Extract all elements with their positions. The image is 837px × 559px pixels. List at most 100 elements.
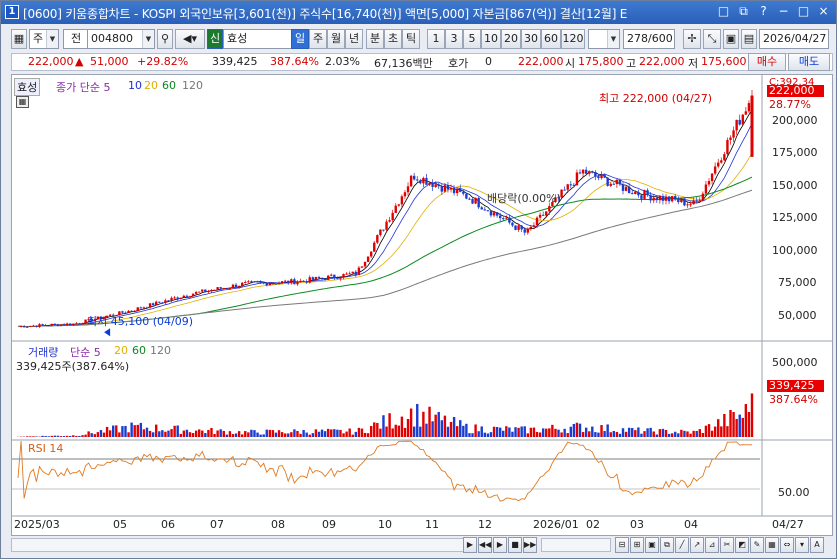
stock-name[interactable]: 효성: [223, 29, 297, 49]
fit-icon[interactable]: ▣: [645, 537, 659, 553]
candle-body: [425, 177, 428, 185]
grid-toggle-icon[interactable]: ▦: [16, 96, 29, 108]
zoom-in-icon[interactable]: ⊞: [630, 537, 644, 553]
volume-bar: [379, 428, 382, 437]
minute-5[interactable]: 5: [463, 29, 481, 49]
period-day[interactable]: 일: [291, 29, 309, 49]
candle-body: [511, 222, 514, 226]
volume-bar: [637, 427, 640, 437]
erase-icon[interactable]: ◩: [735, 537, 749, 553]
minute-30[interactable]: 30: [521, 29, 541, 49]
save-icon[interactable]: ▣: [723, 29, 739, 49]
copy-icon[interactable]: ⧉: [660, 537, 674, 553]
line-icon[interactable]: ╱: [675, 537, 689, 553]
trend-icon[interactable]: ⤡: [703, 29, 721, 49]
candle-body: [274, 283, 278, 285]
minute-3[interactable]: 3: [445, 29, 463, 49]
date-input[interactable]: 2026/04/27: [759, 29, 829, 49]
candle-body: [492, 212, 496, 216]
minute-20[interactable]: 20: [501, 29, 521, 49]
down-icon[interactable]: ▾: [795, 537, 809, 553]
minute-60[interactable]: 60: [541, 29, 561, 49]
minute-1[interactable]: 1: [427, 29, 445, 49]
stop-icon[interactable]: ■: [508, 537, 522, 553]
cut-icon[interactable]: ✂: [720, 537, 734, 553]
measure-icon[interactable]: ⊿: [705, 537, 719, 553]
candle-body: [342, 274, 345, 278]
magnifier-icon[interactable]: ⚲: [157, 29, 173, 49]
title-bar[interactable]: 1 [0600] 키움종합차트 - KOSPI 외국인보유[3,601(천)] …: [1, 1, 836, 24]
volume-bar: [431, 421, 434, 437]
fast-forward-icon[interactable]: ▶▶: [523, 537, 537, 553]
volume-bar: [492, 426, 496, 437]
candle-body: [222, 288, 225, 290]
candle-body: [247, 281, 250, 283]
play-icon[interactable]: ▶: [493, 537, 507, 553]
period-tick[interactable]: 틱: [402, 29, 420, 49]
candle-body: [554, 197, 557, 202]
minute-10[interactable]: 10: [481, 29, 501, 49]
close-icon[interactable]: ×: [818, 4, 829, 18]
volume-bar: [293, 429, 296, 437]
candle-body: [105, 315, 109, 318]
candle-body: [569, 184, 573, 186]
x-tick-2026-01: 2026/01: [533, 518, 579, 531]
rewind-icon[interactable]: ◀◀: [478, 537, 492, 553]
candle-body: [50, 323, 53, 326]
zoom-slider[interactable]: [541, 538, 611, 552]
count-input[interactable]: 278/600: [623, 29, 675, 49]
volume-bar: [130, 422, 133, 437]
font-icon[interactable]: A: [810, 537, 824, 553]
period-minute[interactable]: 분: [366, 29, 384, 49]
candle-body: [640, 195, 643, 199]
candle-body: [664, 196, 668, 201]
arrow-icon[interactable]: ↗: [690, 537, 704, 553]
open-label: 시: [565, 57, 576, 70]
volume-bar: [84, 434, 87, 437]
candle-body: [35, 325, 38, 327]
volume-bar: [201, 430, 204, 437]
period-second[interactable]: 초: [384, 29, 402, 49]
grid-icon[interactable]: ▦: [765, 537, 779, 553]
fit-width-icon[interactable]: ⇔: [780, 537, 794, 553]
lock-icon[interactable]: □: [717, 4, 730, 18]
crosshair-icon[interactable]: ✢: [683, 29, 701, 49]
market-select[interactable]: 주 ▼: [29, 29, 59, 49]
layout-icon[interactable]: ▦: [11, 29, 27, 49]
minute-120[interactable]: 120: [561, 29, 585, 49]
candle-body: [541, 214, 545, 216]
bottom-bar: ▶ ◀◀ ▶ ■ ▶▶ ⊟ ⊞ ▣ ⧉ ╱ ↗ ⊿ ✂ ◩ ✎ ▦ ⇔ ▾ A: [11, 537, 833, 555]
minimize-icon[interactable]: −: [778, 4, 789, 18]
buy-button[interactable]: 매수: [748, 53, 786, 71]
print-icon[interactable]: ▤: [741, 29, 757, 49]
chart-area[interactable]: 효성 종가 단순 5 10 20 60 120 ▦ 최고 222,000 (04…: [11, 74, 833, 536]
period-month[interactable]: 월: [327, 29, 345, 49]
period-year[interactable]: 년: [345, 29, 363, 49]
code-input[interactable]: 004800 ▼: [87, 29, 155, 49]
candle-body: [161, 302, 164, 304]
volume-bar: [50, 435, 53, 437]
period-week[interactable]: 주: [309, 29, 327, 49]
zoom-out-icon[interactable]: ⊟: [615, 537, 629, 553]
candle-body: [84, 319, 87, 324]
minute-custom[interactable]: ▼: [588, 29, 620, 49]
horizontal-scrollbar[interactable]: [11, 538, 467, 552]
speaker-icon[interactable]: ◀▾: [175, 29, 205, 49]
candle-body: [145, 307, 149, 309]
sell-button[interactable]: 매도: [788, 53, 830, 71]
candle-body: [526, 228, 530, 233]
market-full-select[interactable]: 전: [63, 29, 89, 49]
pen-icon[interactable]: ✎: [750, 537, 764, 553]
volume-bar: [747, 412, 751, 437]
volume-bar: [29, 436, 32, 437]
candle-body: [686, 204, 689, 206]
candle-body: [210, 290, 213, 292]
stock-label: 효성: [14, 78, 41, 96]
tile-icon[interactable]: ⧉: [739, 4, 748, 18]
volume-bar: [428, 406, 431, 437]
help-icon[interactable]: ?: [760, 4, 767, 18]
volume-bar: [471, 433, 474, 437]
scroll-right-icon[interactable]: ▶: [463, 537, 477, 553]
candle-body: [333, 274, 336, 278]
maximize-icon[interactable]: □: [797, 4, 810, 18]
